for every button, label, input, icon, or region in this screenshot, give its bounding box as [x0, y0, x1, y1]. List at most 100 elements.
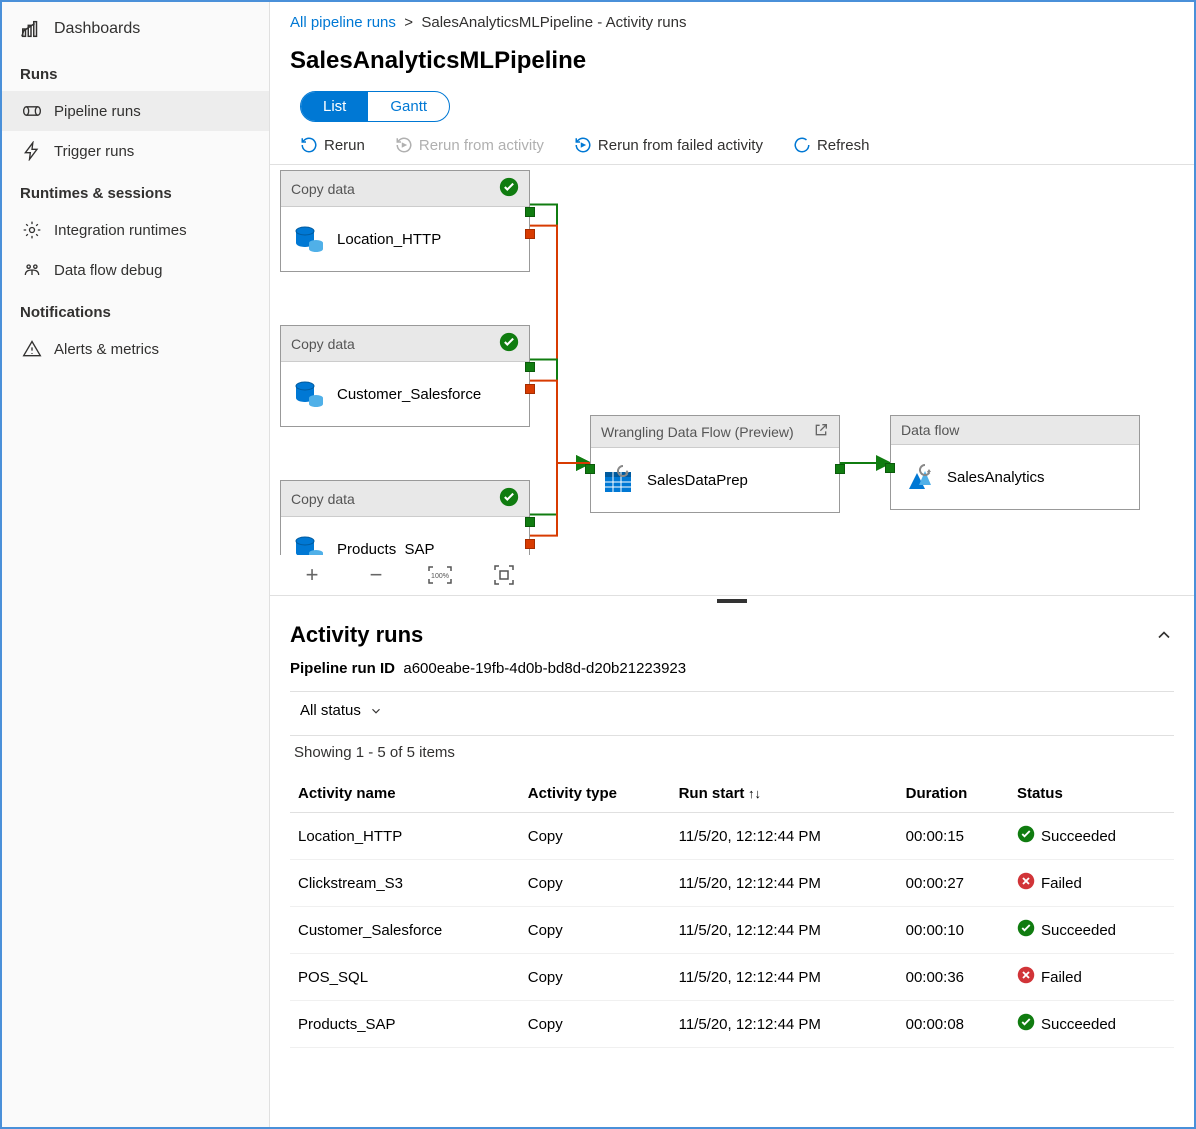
- table-row[interactable]: Location_HTTPCopy11/5/20, 12:12:44 PM00:…: [290, 813, 1174, 860]
- breadcrumb: All pipeline runs > SalesAnalyticsMLPipe…: [270, 2, 1194, 43]
- col-activity-type[interactable]: Activity type: [520, 775, 671, 813]
- toolbar: Rerun Rerun from activity Rerun from fai…: [270, 122, 1194, 165]
- sort-icon: ↑↓: [744, 786, 761, 801]
- rerun-from-failed-button[interactable]: Rerun from failed activity: [574, 136, 763, 154]
- node-header: Copy data: [281, 326, 529, 362]
- node-type: Copy data: [291, 181, 355, 197]
- dashboard-icon: [20, 18, 42, 40]
- sidebar-item-label: Trigger runs: [54, 143, 134, 160]
- pipeline-node-salesanalytics[interactable]: Data flow SalesAnalytics: [890, 415, 1140, 510]
- sidebar-item-pipeline-runs[interactable]: Pipeline runs: [2, 91, 269, 131]
- activity-icon: [293, 533, 325, 555]
- fit-screen-icon[interactable]: [492, 563, 516, 587]
- success-port[interactable]: [525, 362, 535, 372]
- sidebar-item-label: Integration runtimes: [54, 222, 187, 239]
- rerun-from-activity-button: Rerun from activity: [395, 136, 544, 154]
- cell-type: Copy: [520, 1001, 671, 1048]
- success-icon: [499, 177, 519, 197]
- success-port[interactable]: [525, 207, 535, 217]
- cell-start: 11/5/20, 12:12:44 PM: [671, 813, 898, 860]
- sidebar-section-header: Runtimes & sessions: [2, 171, 269, 210]
- node-type: Copy data: [291, 491, 355, 507]
- col-status[interactable]: Status: [1009, 775, 1174, 813]
- cell-duration: 00:00:10: [898, 907, 1009, 954]
- input-port[interactable]: [585, 464, 595, 474]
- cell-start: 11/5/20, 12:12:44 PM: [671, 1001, 898, 1048]
- fail-icon: [1017, 966, 1035, 988]
- pipeline-icon: [22, 101, 42, 121]
- refresh-button[interactable]: Refresh: [793, 136, 870, 154]
- sidebar-item-label: Pipeline runs: [54, 103, 141, 120]
- sidebar-item-alerts-metrics[interactable]: Alerts & metrics: [2, 329, 269, 369]
- col-run-start[interactable]: Run start ↑↓: [671, 775, 898, 813]
- success-icon: [499, 487, 519, 507]
- sidebar-item-label: Data flow debug: [54, 262, 162, 279]
- zoom-in-icon[interactable]: +: [300, 563, 324, 587]
- cell-name: Clickstream_S3: [290, 860, 520, 907]
- popout-icon[interactable]: [813, 422, 829, 438]
- node-label: Products_SAP: [337, 541, 435, 556]
- node-type: Copy data: [291, 336, 355, 352]
- view-toggle: List Gantt: [300, 91, 450, 122]
- status-filter[interactable]: All status: [290, 696, 393, 725]
- cell-duration: 00:00:27: [898, 860, 1009, 907]
- node-type: Wrangling Data Flow (Preview): [601, 424, 794, 440]
- pipeline-run-id: Pipeline run ID a600eabe-19fb-4d0b-bd8d-…: [290, 654, 1174, 691]
- cell-type: Copy: [520, 954, 671, 1001]
- collapse-icon[interactable]: [1154, 625, 1174, 645]
- input-port[interactable]: [885, 463, 895, 473]
- activity-icon: [293, 378, 325, 410]
- pipeline-node-location-http[interactable]: Copy data Location_HTTP: [280, 170, 530, 272]
- node-label: SalesAnalytics: [947, 469, 1045, 486]
- pipeline-node-products-sap[interactable]: Copy data Products_SAP: [280, 480, 530, 555]
- failure-port[interactable]: [525, 539, 535, 549]
- activity-runs-heading: Activity runs: [290, 622, 423, 648]
- trigger-icon: [22, 141, 42, 161]
- cell-status: Failed: [1009, 954, 1174, 1001]
- sidebar: Dashboards RunsPipeline runsTrigger runs…: [2, 2, 270, 1127]
- cell-name: Location_HTTP: [290, 813, 520, 860]
- zoom-100-icon[interactable]: 100%: [428, 563, 452, 587]
- output-port[interactable]: [835, 464, 845, 474]
- sidebar-item-integration-runtimes[interactable]: Integration runtimes: [2, 210, 269, 250]
- failure-port[interactable]: [525, 229, 535, 239]
- page-title: SalesAnalyticsMLPipeline: [270, 43, 1194, 91]
- activity-icon: [903, 461, 935, 493]
- col-activity-name[interactable]: Activity name: [290, 775, 520, 813]
- table-row[interactable]: Clickstream_S3Copy11/5/20, 12:12:44 PM00…: [290, 860, 1174, 907]
- col-duration[interactable]: Duration: [898, 775, 1009, 813]
- pipeline-node-customer-salesforce[interactable]: Copy data Customer_Salesforce: [280, 325, 530, 427]
- success-port[interactable]: [525, 517, 535, 527]
- showing-text: Showing 1 - 5 of 5 items: [290, 736, 1174, 775]
- success-icon: [499, 332, 519, 352]
- zoom-out-icon[interactable]: −: [364, 563, 388, 587]
- success-icon: [1017, 1013, 1035, 1035]
- breadcrumb-root[interactable]: All pipeline runs: [290, 14, 396, 31]
- table-row[interactable]: Customer_SalesforceCopy11/5/20, 12:12:44…: [290, 907, 1174, 954]
- cell-status: Succeeded: [1009, 1001, 1174, 1048]
- cell-type: Copy: [520, 813, 671, 860]
- cell-start: 11/5/20, 12:12:44 PM: [671, 860, 898, 907]
- pipeline-node-salesdataprep[interactable]: Wrangling Data Flow (Preview)SalesDataPr…: [590, 415, 840, 513]
- node-header: Wrangling Data Flow (Preview): [591, 416, 839, 448]
- sidebar-dashboards[interactable]: Dashboards: [2, 6, 269, 52]
- failure-port[interactable]: [525, 384, 535, 394]
- resize-handle[interactable]: [270, 596, 1194, 606]
- pipeline-canvas[interactable]: Copy data Location_HTTP Copy data Customer_…: [270, 165, 1194, 555]
- success-icon: [1017, 919, 1035, 941]
- view-list[interactable]: List: [301, 92, 368, 121]
- activity-icon: [293, 223, 325, 255]
- activity-runs-panel: Activity runs Pipeline run ID a600eabe-1…: [270, 606, 1194, 1058]
- activity-icon: [603, 464, 635, 496]
- node-label: Customer_Salesforce: [337, 386, 481, 403]
- table-row[interactable]: POS_SQLCopy11/5/20, 12:12:44 PM00:00:36F…: [290, 954, 1174, 1001]
- debug-icon: [22, 260, 42, 280]
- table-row[interactable]: Products_SAPCopy11/5/20, 12:12:44 PM00:0…: [290, 1001, 1174, 1048]
- node-header: Data flow: [891, 416, 1139, 445]
- rerun-button[interactable]: Rerun: [300, 136, 365, 154]
- cell-start: 11/5/20, 12:12:44 PM: [671, 954, 898, 1001]
- node-label: Location_HTTP: [337, 231, 441, 248]
- view-gantt[interactable]: Gantt: [368, 92, 449, 121]
- sidebar-item-data-flow-debug[interactable]: Data flow debug: [2, 250, 269, 290]
- sidebar-item-trigger-runs[interactable]: Trigger runs: [2, 131, 269, 171]
